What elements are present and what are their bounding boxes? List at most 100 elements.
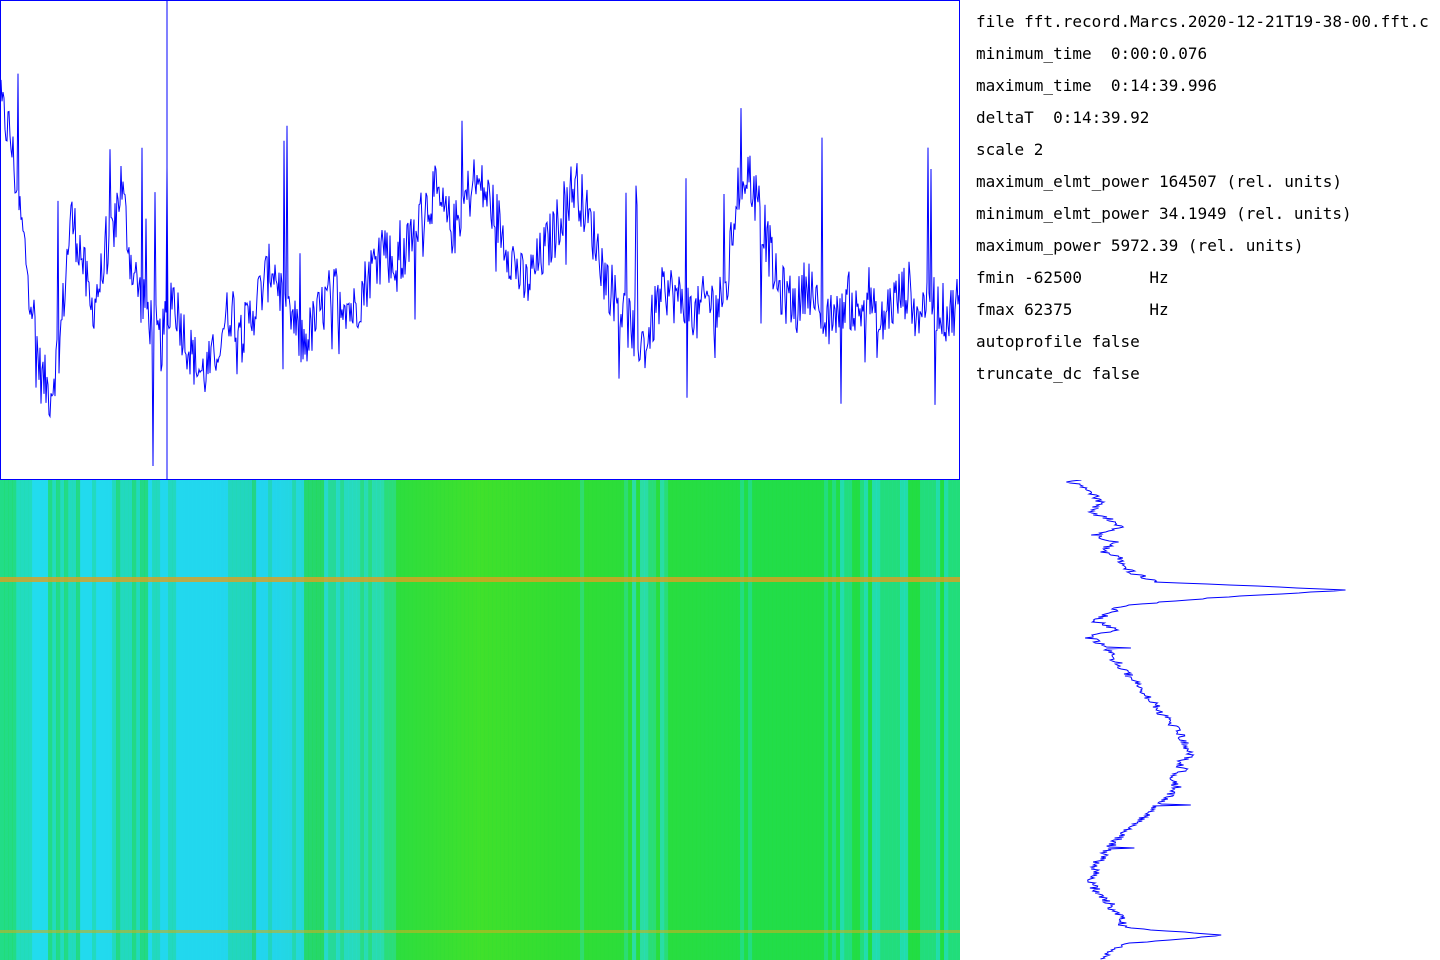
spectrogram-column <box>460 480 465 960</box>
spectrogram-column <box>284 480 289 960</box>
spectrogram-column <box>808 480 813 960</box>
spectrogram-column <box>56 480 61 960</box>
spectrogram-column <box>676 480 681 960</box>
spectrogram-column <box>748 480 753 960</box>
info-maximum-elmt-power: maximum_elmt_power 164507 (rel. units) <box>976 172 1343 191</box>
info-file: file fft.record.Marcs.2020-12-21T19-38-0… <box>976 12 1429 31</box>
spectrogram-column <box>16 480 21 960</box>
spectrogram-column <box>456 480 461 960</box>
spectrogram-column <box>684 480 689 960</box>
spectrogram-column <box>724 480 729 960</box>
spectrogram-column <box>336 480 341 960</box>
spectrogram-column <box>756 480 761 960</box>
spectrogram-column <box>80 480 85 960</box>
spectrogram-column <box>24 480 29 960</box>
spectrogram-column <box>104 480 109 960</box>
spectrogram-column <box>320 480 325 960</box>
spectrogram-column <box>244 480 249 960</box>
spectrogram-column <box>908 480 913 960</box>
time-power-trace-line <box>0 73 960 467</box>
spectrogram-column <box>164 480 169 960</box>
spectrogram-column <box>264 480 269 960</box>
spectrogram-column <box>412 480 417 960</box>
spectrogram-column <box>268 480 273 960</box>
spectrogram-column <box>72 480 77 960</box>
spectrogram-column <box>224 480 229 960</box>
spectrogram-column <box>740 480 745 960</box>
spectrogram-column <box>948 480 953 960</box>
spectrogram-column <box>208 480 213 960</box>
spectrogram-column <box>60 480 65 960</box>
spectrogram-column <box>376 480 381 960</box>
spectrogram-column <box>312 480 317 960</box>
spectrogram-column <box>860 480 865 960</box>
spectrogram-column <box>404 480 409 960</box>
spectrogram-column <box>568 480 573 960</box>
spectrogram-column <box>36 480 41 960</box>
spectrogram-column <box>316 480 321 960</box>
spectrogram-column <box>84 480 89 960</box>
spectrogram-column <box>656 480 661 960</box>
spectrogram-column <box>540 480 545 960</box>
spectrogram-column <box>220 480 225 960</box>
spectrogram-column <box>116 480 121 960</box>
spectrogram-column <box>508 480 513 960</box>
spectrogram-column <box>432 480 437 960</box>
spectrogram-column <box>616 480 621 960</box>
spectrogram-column <box>296 480 301 960</box>
spectrogram-column <box>548 480 553 960</box>
spectrogram-column <box>12 480 17 960</box>
spectrogram-column <box>256 480 261 960</box>
spectrogram-column <box>580 480 585 960</box>
spectrogram-lower-line <box>0 930 960 933</box>
spectrogram-column <box>696 480 701 960</box>
spectrogram-column <box>100 480 105 960</box>
spectrogram-column <box>108 480 113 960</box>
spectrogram-column <box>272 480 277 960</box>
spectrogram-column <box>536 480 541 960</box>
spectrogram-column <box>904 480 909 960</box>
spectrogram-column <box>476 480 481 960</box>
spectrogram-column <box>488 480 493 960</box>
spectrogram-column <box>780 480 785 960</box>
spectrogram-column <box>892 480 897 960</box>
spectrogram-column <box>228 480 233 960</box>
spectrogram-column <box>804 480 809 960</box>
spectrogram-column <box>776 480 781 960</box>
frequency-profile-plot <box>1066 480 1346 960</box>
spectrogram-column <box>288 480 293 960</box>
spectrogram-column <box>388 480 393 960</box>
spectrogram-column <box>608 480 613 960</box>
spectrogram-column <box>144 480 149 960</box>
spectrogram-column <box>720 480 725 960</box>
spectrogram-column <box>48 480 53 960</box>
spectrogram-column <box>532 480 537 960</box>
spectrogram-column <box>52 480 57 960</box>
spectrogram-column <box>788 480 793 960</box>
spectrogram-column <box>112 480 117 960</box>
spectrogram-column <box>708 480 713 960</box>
spectrogram-column <box>420 480 425 960</box>
spectrogram-column <box>856 480 861 960</box>
spectrogram-column <box>280 480 285 960</box>
spectrogram-column <box>732 480 737 960</box>
spectrogram-column <box>504 480 509 960</box>
spectrogram-column <box>136 480 141 960</box>
spectrogram-column <box>484 480 489 960</box>
spectrogram-column <box>468 480 473 960</box>
spectrogram-column <box>600 480 605 960</box>
spectrogram-column <box>216 480 221 960</box>
spectrogram-column <box>832 480 837 960</box>
spectrogram-column <box>624 480 629 960</box>
spectrogram-column <box>380 480 385 960</box>
spectrogram-column <box>512 480 517 960</box>
info-minimum-elmt-power: minimum_elmt_power 34.1949 (rel. units) <box>976 204 1352 223</box>
spectrogram-column <box>368 480 373 960</box>
spectrogram-column <box>492 480 497 960</box>
spectrogram-column <box>360 480 365 960</box>
info-minimum-time: minimum_time 0:00:0.076 <box>976 44 1208 63</box>
spectrogram-column <box>172 480 177 960</box>
spectrogram-column <box>68 480 73 960</box>
spectrogram-column <box>40 480 45 960</box>
time-plot-frame <box>0 0 960 480</box>
